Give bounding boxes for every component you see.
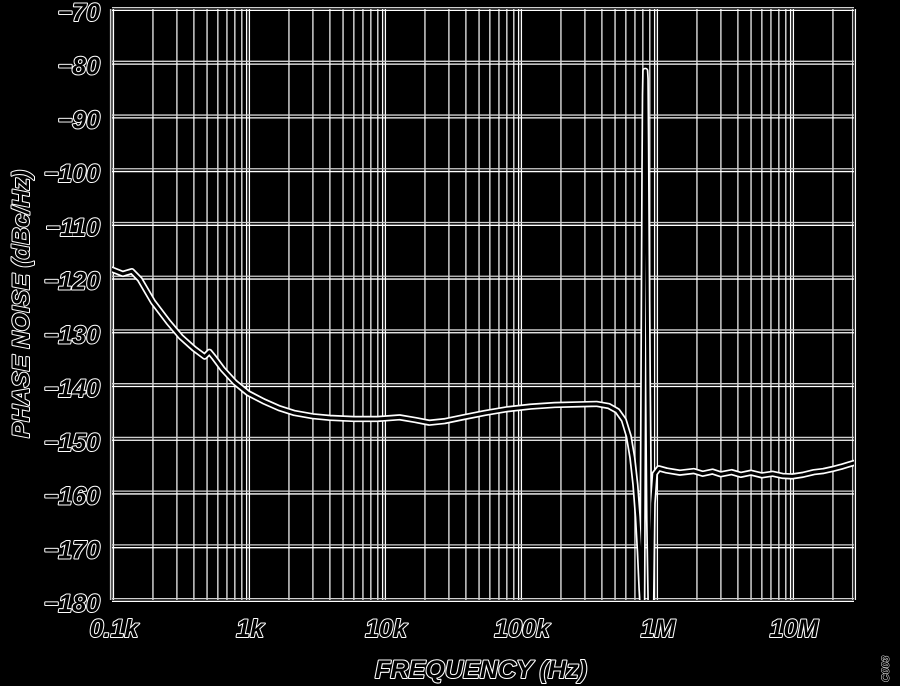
- svg-text:1M: 1M: [641, 615, 677, 643]
- svg-text:−90: −90: [58, 106, 101, 134]
- svg-text:−80: −80: [58, 53, 101, 81]
- svg-text:PHASE NOISE (dBc/Hz): PHASE NOISE (dBc/Hz): [8, 170, 35, 438]
- svg-text:−70: −70: [58, 0, 101, 27]
- svg-text:−170: −170: [44, 536, 100, 564]
- svg-text:−130: −130: [44, 321, 100, 349]
- svg-text:0.1k: 0.1k: [90, 615, 140, 643]
- svg-text:−180: −180: [44, 590, 100, 618]
- svg-text:FREQUENCY (Hz): FREQUENCY (Hz): [375, 656, 587, 684]
- svg-text:−160: −160: [44, 483, 100, 511]
- svg-text:−100: −100: [44, 160, 100, 188]
- svg-text:100k: 100k: [494, 615, 551, 643]
- svg-text:−120: −120: [44, 268, 100, 296]
- svg-text:10k: 10k: [365, 615, 408, 643]
- svg-text:C003: C003: [880, 656, 892, 682]
- svg-text:10M: 10M: [770, 615, 820, 643]
- svg-text:−140: −140: [44, 375, 100, 403]
- svg-text:−150: −150: [44, 429, 100, 457]
- svg-text:1k: 1k: [236, 615, 265, 643]
- svg-text:−110: −110: [46, 214, 101, 242]
